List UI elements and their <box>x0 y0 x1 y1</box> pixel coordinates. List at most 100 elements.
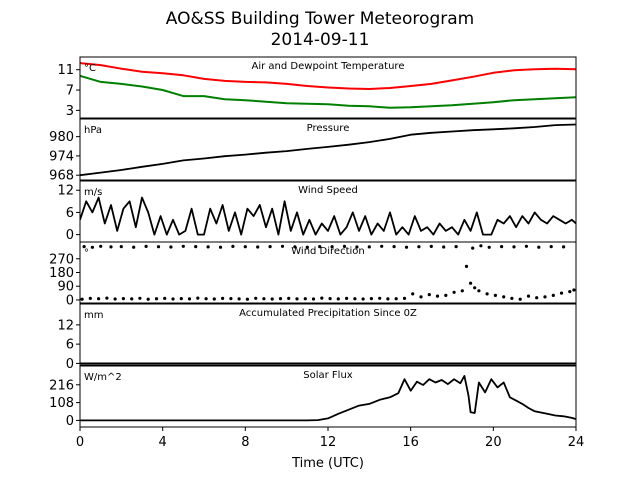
panel-4-point <box>196 296 200 300</box>
panel-5-title: Accumulated Precipitation Since 0Z <box>239 308 417 319</box>
panel-4-point <box>402 296 407 300</box>
panel-4-point <box>328 297 332 301</box>
panel-4-point <box>229 297 233 301</box>
panel-4-point <box>386 297 390 301</box>
panel-4-point <box>336 297 340 301</box>
panel-4-point <box>130 297 134 301</box>
panel-1-ytick-label: 11 <box>57 63 74 78</box>
panel-6-ytick-label: 216 <box>49 378 74 393</box>
panel-4-point <box>487 245 491 249</box>
panel-1-title: Air and Dewpoint Temperature <box>252 61 405 72</box>
panel-2-frame <box>79 118 577 181</box>
panel-4-point <box>568 290 572 294</box>
panel-1-series-line-1 <box>80 62 576 90</box>
panel-4-point <box>169 245 173 249</box>
panel-4-point <box>442 245 446 249</box>
xtick-label: 0 <box>76 435 84 450</box>
panel-4-point <box>404 245 409 249</box>
panel-4-point <box>243 245 247 249</box>
panel-4-point <box>355 245 359 249</box>
xtick-label: 20 <box>485 435 502 450</box>
panel-4-point <box>109 245 113 249</box>
panel-4-point <box>330 245 334 249</box>
panel-6-title: Solar Flux <box>303 370 353 381</box>
panel-4-point <box>119 245 123 249</box>
panel-4-point <box>206 245 210 249</box>
panel-2-ytick-label: 968 <box>49 169 74 184</box>
panel-4-point <box>353 297 357 301</box>
panel-4-point <box>435 294 440 298</box>
panel-4-point <box>460 289 464 293</box>
panel-4-point <box>113 297 117 301</box>
panel-4-point <box>464 264 469 268</box>
panel-4-point <box>318 245 322 249</box>
panel-4-point <box>380 244 384 248</box>
panel-6-ytick-label: 108 <box>49 396 74 411</box>
panel-3-ytick-label: 12 <box>57 184 74 199</box>
panel-4-title: Wind Direction <box>291 246 365 257</box>
panel-3-ytick-label: 0 <box>66 228 74 243</box>
panel-4-unit-label: ° <box>84 248 89 259</box>
panel-4-point <box>485 292 489 296</box>
panel-4-point <box>256 245 260 249</box>
panel-4-point <box>295 297 299 301</box>
xtick-label: 16 <box>402 435 419 450</box>
panels-group: 3 7 11 Air and Dewpoint Temperature °C 968 974… <box>49 56 585 450</box>
panel-4-point <box>156 245 161 249</box>
panel-4-point <box>311 297 316 301</box>
panel-4-point <box>369 297 373 301</box>
panel-4-point <box>537 245 541 249</box>
panel-6-unit-label: W/m^2 <box>84 372 122 383</box>
panel-5-frame <box>79 303 577 366</box>
figure-subtitle: 2014-09-11 <box>271 30 370 50</box>
panel-4-point <box>535 296 539 300</box>
panel-4-point <box>427 293 431 297</box>
panel-2-ytick-label: 980 <box>49 130 74 145</box>
panel-1-unit-label: °C <box>84 63 96 74</box>
panel-4-point <box>138 296 142 300</box>
panel-4-point <box>543 295 547 299</box>
panel-4-point <box>549 245 553 249</box>
panel-4-point <box>231 244 235 248</box>
panel-4-point <box>378 296 382 300</box>
panel-4-point <box>518 297 522 301</box>
panel-4-point <box>559 291 564 295</box>
panel-4-point <box>270 297 274 301</box>
panel-4-point <box>452 290 456 294</box>
panel-4-point <box>392 245 396 249</box>
panel-4-point <box>524 244 529 248</box>
panel-4-point <box>105 296 109 300</box>
panel-5-ytick-label: 0 <box>66 357 74 372</box>
panel-4-point <box>278 297 283 301</box>
panel-1-frame <box>79 56 577 119</box>
panel-4-ytick-label: 270 <box>49 252 74 267</box>
panel-4-point <box>417 245 421 249</box>
panel-4-point <box>477 289 481 293</box>
panel-3-unit-label: m/s <box>84 187 102 198</box>
panel-4-point <box>221 296 225 300</box>
panel-1-ytick-label: 3 <box>66 104 74 119</box>
panel-4-point <box>551 293 555 297</box>
panel-3-title: Wind Speed <box>298 185 358 196</box>
panel-6-ytick-label: 0 <box>66 414 74 429</box>
panel-4-point <box>500 245 504 249</box>
panel-2-title: Pressure <box>307 123 350 134</box>
panel-4-point <box>132 245 136 249</box>
panel-4-point <box>163 296 167 300</box>
panel-4-point <box>254 296 258 300</box>
xtick-label: 24 <box>568 435 585 450</box>
panel-4-point <box>97 297 101 301</box>
panel-4-point <box>345 296 349 300</box>
panel-2-unit-label: hPa <box>84 125 102 136</box>
panel-4-point <box>394 297 398 301</box>
panel-2-ytick-label: 974 <box>49 149 74 164</box>
panel-4-point <box>187 297 192 301</box>
x-axis-label: Time (UTC) <box>291 456 364 471</box>
panel-4-point <box>280 244 285 248</box>
panel-6-series-line-1 <box>80 375 576 422</box>
panel-4-point <box>212 297 216 301</box>
panel-4-point <box>218 245 223 249</box>
panel-4-point <box>342 244 347 248</box>
panel-4-point <box>526 294 531 298</box>
